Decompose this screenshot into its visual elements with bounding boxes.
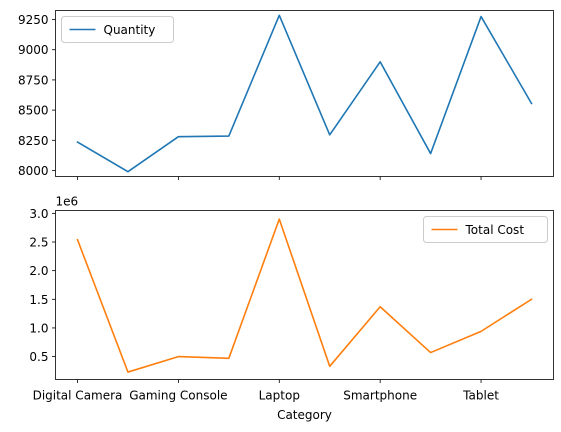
plot-frame	[55, 10, 554, 177]
y-tick-label: 2.0	[29, 264, 48, 278]
x-tick-label: Smartphone	[343, 389, 417, 403]
x-tick-label: Digital Camera	[33, 389, 123, 403]
legend-label: Total Cost	[465, 223, 525, 237]
legend-box	[423, 216, 548, 243]
y-tick-label: 1.0	[29, 321, 48, 335]
y-tick-label: 9250	[18, 13, 49, 27]
quantity-panel: 8000 8250 8500 8750 9000 9250 Quantity	[18, 10, 554, 180]
series-line-total-cost	[76, 218, 533, 373]
legend: Quantity	[61, 16, 174, 43]
legend-box	[61, 16, 174, 43]
x-tick-label: Tablet	[462, 389, 499, 403]
y-tick-label: 8500	[18, 104, 49, 118]
y-tick-label: 8250	[18, 134, 49, 148]
y-tick-label: 3.0	[29, 207, 48, 221]
legend: Total Cost	[423, 216, 548, 243]
series-line-quantity	[76, 14, 533, 173]
y-tick-label: 0.5	[29, 350, 48, 364]
x-axis-label: Category	[277, 408, 332, 422]
y-axis-offset-label: 1e6	[56, 195, 79, 209]
total-cost-panel: 0.5 1.0 1.5 2.0 2.5 3.0 Digital Camera Gaming C…	[29, 195, 554, 403]
y-tick-label: 1.5	[29, 293, 48, 307]
y-tick-label: 8000	[18, 164, 49, 178]
y-tick-label: 8750	[18, 73, 49, 87]
y-tick-label: 2.5	[29, 236, 48, 250]
y-tick-label: 9000	[18, 43, 49, 57]
plot-frame	[55, 210, 554, 380]
x-tick-label: Gaming Console	[129, 389, 227, 403]
x-tick-label: Laptop	[259, 389, 300, 403]
legend-label: Quantity	[104, 23, 156, 37]
